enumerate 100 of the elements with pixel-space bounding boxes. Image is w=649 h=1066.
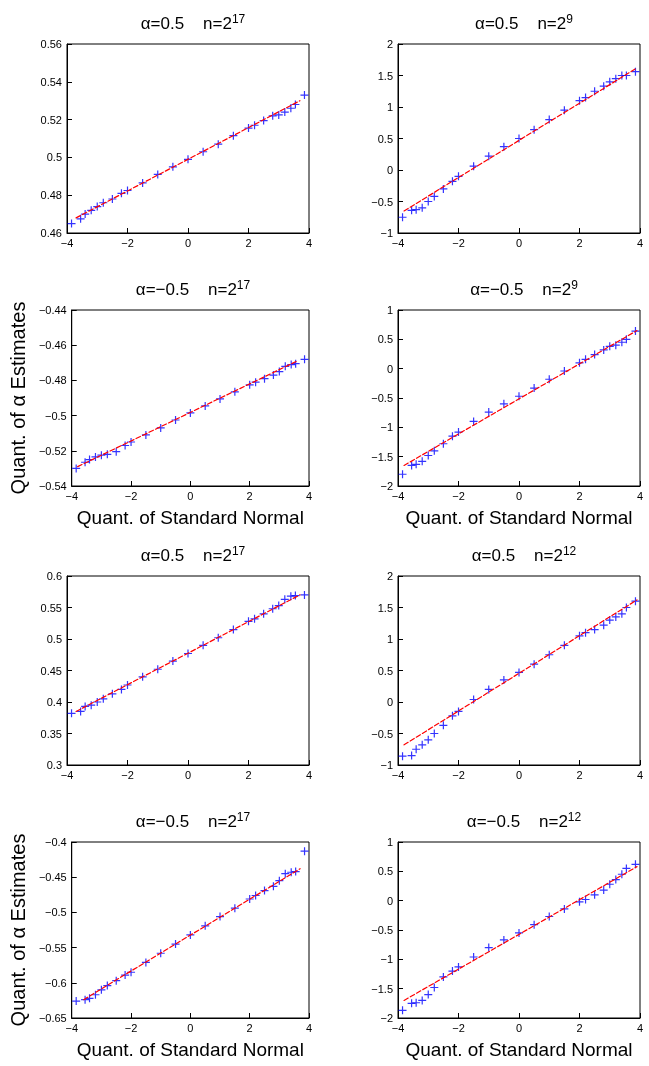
y-tick-label: 0.55 xyxy=(40,601,62,614)
y-tick-label: 1 xyxy=(386,836,393,848)
x-tick-label: 4 xyxy=(305,768,313,781)
y-tick-label: 0.5 xyxy=(377,865,393,878)
point xyxy=(617,609,627,619)
point xyxy=(574,631,585,641)
x-tick-label: −4 xyxy=(391,236,405,249)
point xyxy=(120,440,130,451)
point xyxy=(90,452,101,462)
x-tick-label: 0 xyxy=(187,1021,194,1034)
x-axis-title: Quant. of Standard Normal xyxy=(76,507,304,528)
y-tick-label: 0.5 xyxy=(377,333,393,346)
point xyxy=(529,383,539,393)
point xyxy=(245,894,255,904)
x-tick-label: 4 xyxy=(305,489,313,502)
point xyxy=(438,184,448,194)
x-tick-label: −4 xyxy=(391,1021,405,1034)
x-tick-label: 4 xyxy=(636,236,644,249)
point xyxy=(183,154,193,164)
point xyxy=(286,103,296,113)
point xyxy=(484,407,494,417)
point xyxy=(230,387,240,397)
x-tick-label: 0 xyxy=(187,489,194,502)
y-tick-label: 0.52 xyxy=(40,113,62,126)
y-tick-label: −0.5 xyxy=(45,409,67,422)
y-tick-label: 0.5 xyxy=(46,151,62,164)
x-axis-title: Quant. of Standard Normal xyxy=(405,1039,633,1060)
point xyxy=(529,659,539,669)
y-tick-label: −0.52 xyxy=(38,444,67,457)
y-tick-label: −1 xyxy=(380,759,393,771)
x-tick-label: 2 xyxy=(246,1021,253,1034)
y-tick-label: 0 xyxy=(386,362,393,375)
y-tick-label: −1 xyxy=(380,227,393,239)
x-tick-label: 2 xyxy=(246,489,253,502)
y-tick-label: −2 xyxy=(380,1012,393,1024)
x-tick-label: 4 xyxy=(305,1021,313,1034)
point xyxy=(126,437,136,447)
x-tick-label: −4 xyxy=(60,236,74,249)
point xyxy=(611,612,621,622)
point xyxy=(447,431,458,441)
point xyxy=(599,885,609,895)
y-tick-label: −1.5 xyxy=(371,982,393,995)
x-tick-label: −2 xyxy=(452,768,465,781)
y-tick-label: 2 xyxy=(386,38,393,50)
y-tick-label: 1 xyxy=(386,633,393,645)
y-tick-label: 0.56 xyxy=(40,38,62,50)
point xyxy=(215,912,225,922)
point xyxy=(215,394,225,404)
x-axis-title: Quant. of Standard Normal xyxy=(76,1039,304,1060)
y-tick-label: 0.35 xyxy=(40,727,62,740)
point xyxy=(243,123,254,133)
y-tick-label: 0 xyxy=(386,894,393,907)
x-tick-label: −4 xyxy=(65,1021,79,1034)
x-tick-label: 0 xyxy=(515,768,523,781)
x-tick-label: 2 xyxy=(245,768,252,781)
x-tick-label: 2 xyxy=(576,236,583,249)
y-tick-label: −1 xyxy=(380,953,393,966)
x-tick-label: 4 xyxy=(305,236,313,249)
x-tick-label: 0 xyxy=(184,768,192,781)
y-tick-label: −0.65 xyxy=(38,1012,67,1024)
point xyxy=(141,957,151,967)
y-tick-label: 1 xyxy=(386,101,393,113)
point xyxy=(268,370,279,380)
point xyxy=(168,162,178,172)
y-tick-label: 2 xyxy=(386,570,393,582)
x-tick-label: 2 xyxy=(576,1021,583,1034)
point xyxy=(514,133,524,144)
x-tick-label: 4 xyxy=(636,489,644,502)
y-axis-title: Quant. of α Estimates xyxy=(7,301,29,495)
point xyxy=(141,430,151,440)
y-tick-label: 0.45 xyxy=(40,664,62,677)
x-axis-title: Quant. of Standard Normal xyxy=(405,507,633,528)
y-tick-label: 0.48 xyxy=(40,189,62,202)
point xyxy=(529,920,539,930)
point xyxy=(120,970,130,980)
y-tick-label: −0.4 xyxy=(45,836,67,848)
y-tick-label: 0.5 xyxy=(46,633,62,645)
point xyxy=(92,697,102,707)
y-tick-label: 0.3 xyxy=(46,759,62,771)
point xyxy=(514,928,524,938)
x-tick-label: −4 xyxy=(391,489,405,502)
point xyxy=(183,648,193,659)
x-tick-label: −2 xyxy=(452,489,465,502)
point xyxy=(617,337,627,347)
x-tick-label: −4 xyxy=(391,768,405,781)
point xyxy=(198,640,208,650)
y-tick-label: −0.6 xyxy=(45,976,67,989)
x-tick-label: −4 xyxy=(60,768,74,781)
y-tick-label: −0.45 xyxy=(38,871,67,884)
x-tick-label: 4 xyxy=(636,768,644,781)
y-tick-label: 0 xyxy=(386,164,393,176)
y-tick-label: −0.54 xyxy=(38,480,67,492)
point xyxy=(514,667,524,677)
y-tick-label: −0.5 xyxy=(371,727,393,740)
x-tick-label: 0 xyxy=(515,236,523,249)
point xyxy=(499,399,509,409)
y-tick-label: 1 xyxy=(386,304,393,316)
y-tick-label: −0.5 xyxy=(45,906,67,919)
x-tick-label: 2 xyxy=(576,768,583,781)
y-tick-label: −1.5 xyxy=(371,450,393,463)
